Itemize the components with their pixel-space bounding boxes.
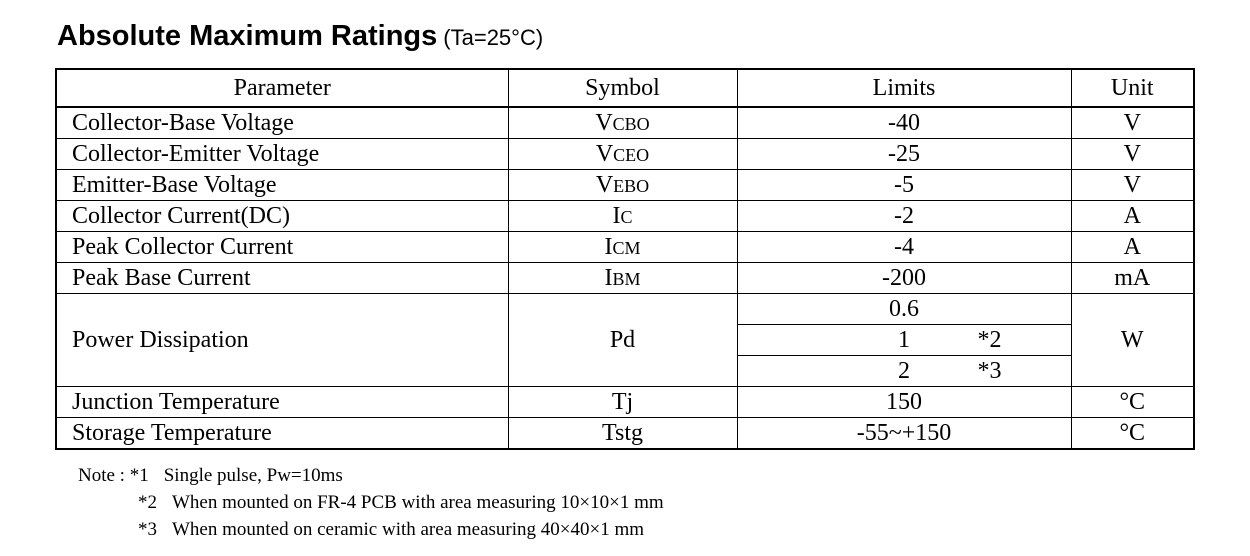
- power-unit: W: [1070, 293, 1195, 387]
- title-main: Absolute Maximum Ratings: [57, 20, 438, 52]
- row-unit: mA: [1070, 262, 1195, 294]
- row-symbol: Tj: [507, 386, 738, 418]
- row-parameter: Peak Collector Current: [55, 231, 509, 263]
- header-parameter: Parameter: [55, 68, 509, 108]
- note-text: When mounted on ceramic with area measur…: [172, 519, 645, 540]
- power-limit-1: 0.6: [736, 293, 1072, 325]
- row-symbol: VCEO: [507, 138, 738, 170]
- row-symbol: VCBO: [507, 106, 738, 139]
- row-unit: V: [1070, 106, 1195, 139]
- header-symbol: Symbol: [507, 68, 738, 108]
- note-mark: *3: [138, 519, 157, 540]
- table-row: Peak Base Current IBM -200 mA: [55, 262, 1195, 294]
- row-symbol: VEBO: [507, 169, 738, 201]
- power-parameter: Power Dissipation: [55, 293, 509, 387]
- notes-section: Note : *1 Single pulse, Pw=10ms *2 When mo…: [78, 462, 664, 543]
- table-row: Collector-Base Voltage VCBO -40 V: [55, 106, 1195, 139]
- row-limit: -4: [736, 231, 1072, 263]
- row-parameter: Collector-Base Voltage: [55, 106, 509, 139]
- row-unit: °C: [1070, 417, 1195, 450]
- row-limit: -25: [736, 138, 1072, 170]
- table-row-power: 2 *3: [56, 355, 1194, 387]
- row-unit: V: [1070, 169, 1195, 201]
- power-symbol: Pd: [507, 293, 738, 387]
- power-limit-2: 1 *2: [736, 324, 1072, 356]
- row-parameter: Storage Temperature: [55, 417, 509, 450]
- header-limits: Limits: [736, 68, 1072, 108]
- note-text: Single pulse, Pw=10ms: [163, 465, 343, 486]
- row-symbol: IBM: [507, 262, 738, 294]
- table-row: Collector-Emitter Voltage VCEO -25 V: [55, 138, 1195, 170]
- table-row: Junction Temperature Tj 150 °C: [55, 386, 1195, 418]
- row-parameter: Peak Base Current: [55, 262, 509, 294]
- title-condition: (Ta=25°C): [443, 25, 544, 50]
- note-text: When mounted on FR-4 PCB with area measu…: [172, 492, 664, 513]
- header-unit: Unit: [1070, 68, 1195, 108]
- row-limit: -5: [736, 169, 1072, 201]
- row-unit: °C: [1070, 386, 1195, 418]
- row-parameter: Collector Current(DC): [55, 200, 509, 232]
- row-limit: -2: [736, 200, 1072, 232]
- note-item: *3 When mounted on ceramic with area meas…: [78, 516, 664, 543]
- row-limit: -200: [736, 262, 1072, 294]
- table-header-row: Parameter Symbol Limits Unit: [55, 68, 1195, 108]
- table-row: Emitter-Base Voltage VEBO -5 V: [55, 169, 1195, 201]
- row-unit: A: [1070, 231, 1195, 263]
- table-row: Collector Current(DC) IC -2 A: [55, 200, 1195, 232]
- note-mark: *2: [138, 492, 157, 513]
- note-prefix: Note :: [78, 465, 125, 486]
- row-parameter: Emitter-Base Voltage: [55, 169, 509, 201]
- row-symbol: IC: [507, 200, 738, 232]
- row-unit: A: [1070, 200, 1195, 232]
- note-item: *2 When mounted on FR-4 PCB with area mea…: [78, 489, 664, 516]
- row-parameter: Collector-Emitter Voltage: [55, 138, 509, 170]
- row-limit: -40: [736, 106, 1072, 139]
- page-title: Absolute Maximum Ratings (Ta=25°C): [57, 20, 543, 53]
- table-row: Peak Collector Current ICM -4 A: [55, 231, 1195, 263]
- row-symbol: Tstg: [507, 417, 738, 450]
- table-row-power: Power Dissipation Pd 0.6 W: [55, 293, 1195, 387]
- row-limit: 150: [736, 386, 1072, 418]
- ratings-table: Parameter Symbol Limits Unit Collector-B…: [55, 68, 1195, 450]
- note-mark: *1: [129, 465, 149, 486]
- row-parameter: Junction Temperature: [55, 386, 509, 418]
- note-item: Note : *1 Single pulse, Pw=10ms: [78, 462, 664, 489]
- power-limit-3: 2 *3: [736, 355, 1072, 387]
- table-row: Storage Temperature Tstg -55~+150 °C: [55, 417, 1195, 450]
- row-symbol: ICM: [507, 231, 738, 263]
- row-unit: V: [1070, 138, 1195, 170]
- row-limit: -55~+150: [736, 417, 1072, 450]
